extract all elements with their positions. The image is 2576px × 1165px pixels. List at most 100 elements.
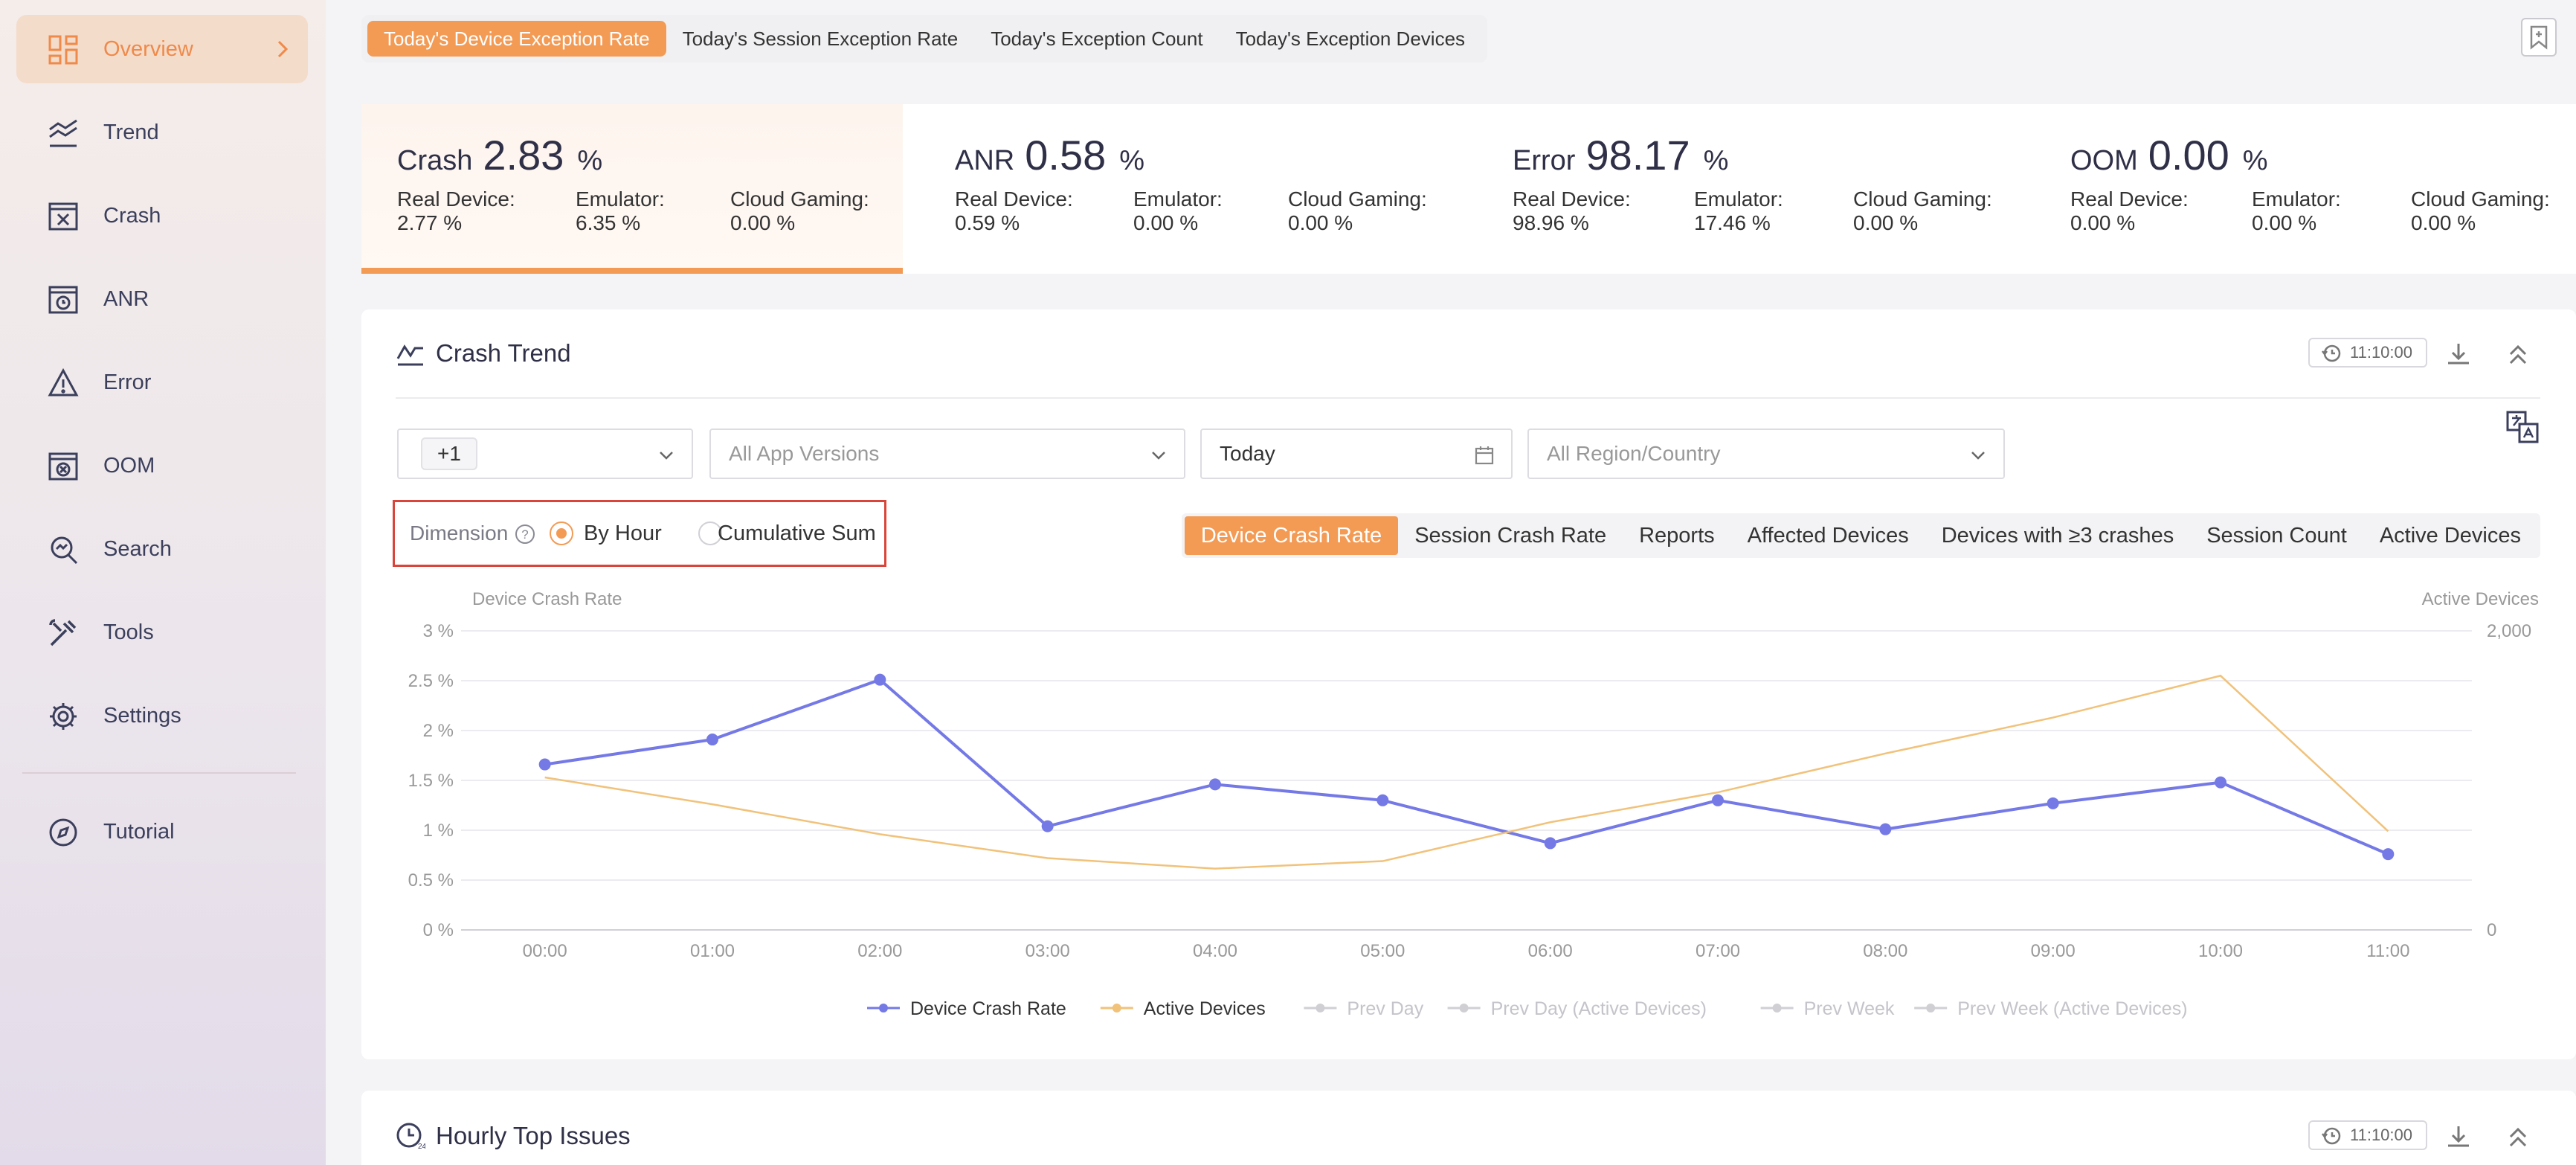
sidebar-item-overview[interactable]: Overview [16,15,308,83]
tab-reports[interactable]: Reports [1639,524,1715,548]
sidebar-item-settings[interactable]: Settings [16,681,308,750]
history-icon [2322,344,2341,362]
stat-card-error[interactable]: Error 98.17% Real Device: 98.96 % Emulator… [1477,104,2018,274]
stat-emu-value: 0.00 % [1133,211,1199,234]
date-picker[interactable]: Today [1200,429,1513,479]
sidebar-item-error[interactable]: Error [16,348,308,417]
y2-tick-label: 2,000 [2487,621,2531,641]
tab-exception-devices[interactable]: Today's Exception Devices [1235,28,1466,50]
stat-emu-label: Emulator: [2252,187,2341,211]
sidebar-item-oom[interactable]: OOM [16,431,308,500]
chevron-down-icon [1971,452,1985,460]
stat-real-label: Real Device: [955,187,1073,211]
sidebar-item-label: Crash [103,204,161,228]
stat-real-label: Real Device: [2070,187,2189,211]
stat-real-value: 2.77 % [397,211,463,234]
sidebar-item-label: Tools [103,620,154,644]
svg-text:24: 24 [418,1143,425,1150]
stat-card-anr[interactable]: ANR 0.58% Real Device: 0.59 % Emulator: 0.0… [919,104,1461,274]
refresh-time-badge[interactable]: 11:10:00 [2308,1120,2427,1150]
collapse-icon[interactable] [2503,339,2533,369]
legend-marker [1772,1004,1782,1012]
bookmark-button[interactable] [2521,18,2557,57]
data-point [874,673,886,686]
tab-devices-3-crashes[interactable]: Devices with ≥3 crashes [1941,524,2174,548]
chart-line-icon [396,344,423,366]
dimension-label: Dimension [410,521,509,545]
by-hour-label[interactable]: By Hour [584,521,662,545]
gear-icon [50,703,77,730]
stat-real-label: Real Device: [1513,187,1631,211]
help-icon[interactable]: ? [514,523,536,545]
sidebar-item-label: Tutorial [103,820,175,844]
download-icon[interactable] [2444,1122,2473,1152]
stat-unit: % [1703,145,1729,176]
sidebar-item-anr[interactable]: ANR [16,265,308,333]
translate-icon[interactable] [2505,409,2540,445]
bookmark-icon [2530,25,2548,50]
calendar-icon [1475,446,1494,465]
tab-device-crash-rate[interactable]: Device Crash Rate [1184,516,1399,555]
refresh-time: 11:10:00 [2350,1126,2413,1144]
stat-unit: % [577,145,603,176]
sidebar-item-crash[interactable]: Crash [16,182,308,250]
stat-cloud-value: 0.00 % [1853,211,1919,234]
cumulative-sum-label[interactable]: Cumulative Sum [718,521,876,545]
sidebar-item-tutorial[interactable]: Tutorial [16,797,308,866]
legend-label: Prev Week (Active Devices) [1957,998,2187,1019]
metric-tabs: Device Crash Rate Session Crash Rate Rep… [1181,513,2540,558]
tab-session-exception-rate[interactable]: Today's Session Exception Rate [682,28,959,50]
sidebar-item-label: Overview [103,37,193,61]
x-tick-label: 05:00 [1360,941,1405,961]
refresh-time: 11:10:00 [2350,343,2413,362]
hourly-top-issues-card: 24 Hourly Top Issues 11:10:00 [361,1091,2576,1165]
data-point [706,734,718,746]
history-icon [2322,1127,2341,1145]
tab-session-count[interactable]: Session Count [2206,524,2347,548]
stat-name: OOM [2070,145,2138,176]
x-tick-label: 06:00 [1528,941,1573,961]
tab-exception-count[interactable]: Today's Exception Count [991,28,1203,50]
cumulative-sum-radio[interactable] [698,521,722,545]
sidebar-item-trend[interactable]: Trend [16,98,308,167]
stat-value: 2.83 [483,132,564,179]
y-tick-label: 1.5 % [408,771,454,791]
stat-emu-value: 0.00 % [2252,211,2317,234]
main-content: Today's Device Exception Rate Today's Se… [326,0,2576,1165]
tab-active-devices[interactable]: Active Devices [2379,524,2521,548]
stat-card-crash[interactable]: Crash 2.83% Real Device: 2.77 % Emulator: 6… [361,104,903,274]
tools-icon [49,619,77,646]
by-hour-radio[interactable] [550,521,573,545]
tab-device-exception-rate[interactable]: Today's Device Exception Rate [367,21,666,57]
compass-icon [49,818,77,847]
stat-real-value: 0.59 % [955,211,1020,234]
x-tick-label: 11:00 [2366,941,2409,961]
stats-panel: Crash 2.83% Real Device: 2.77 % Emulator: 6… [361,104,2576,274]
x-tick-label: 03:00 [1025,941,1070,961]
download-icon[interactable] [2444,339,2473,369]
stat-cloud-label: Cloud Gaming: [1853,187,1992,211]
sidebar-item-label: Search [103,537,172,561]
stat-name: ANR [955,145,1015,176]
tab-session-crash-rate[interactable]: Session Crash Rate [1414,524,1607,548]
sidebar-item-label: OOM [103,454,155,478]
stat-card-oom[interactable]: OOM 0.00% Real Device: 0.00 % Emulator: 0.0… [2035,104,2576,274]
legend-label: Prev Day [1347,998,1423,1019]
legend-marker [1926,1004,1936,1012]
anr-icon [48,286,78,314]
tab-affected-devices[interactable]: Affected Devices [1747,524,1909,548]
app-versions-select[interactable]: All App Versions [709,429,1185,479]
sidebar-item-search[interactable]: Search [16,515,308,583]
chevron-down-icon [660,452,673,460]
x-tick-label: 07:00 [1696,941,1740,961]
collapse-icon[interactable] [2503,1122,2533,1152]
refresh-time-badge[interactable]: 11:10:00 [2308,338,2427,368]
region-select[interactable]: All Region/Country [1527,429,2005,479]
legend-label: Device Crash Rate [910,998,1066,1019]
x-tick-label: 01:00 [690,941,735,961]
version-tag[interactable]: +1 [421,437,477,470]
version-filter-select[interactable]: +1 [397,429,693,479]
legend-label: Active Devices [1144,998,1266,1019]
legend-marker [1316,1004,1325,1012]
sidebar-item-tools[interactable]: Tools [16,598,308,667]
